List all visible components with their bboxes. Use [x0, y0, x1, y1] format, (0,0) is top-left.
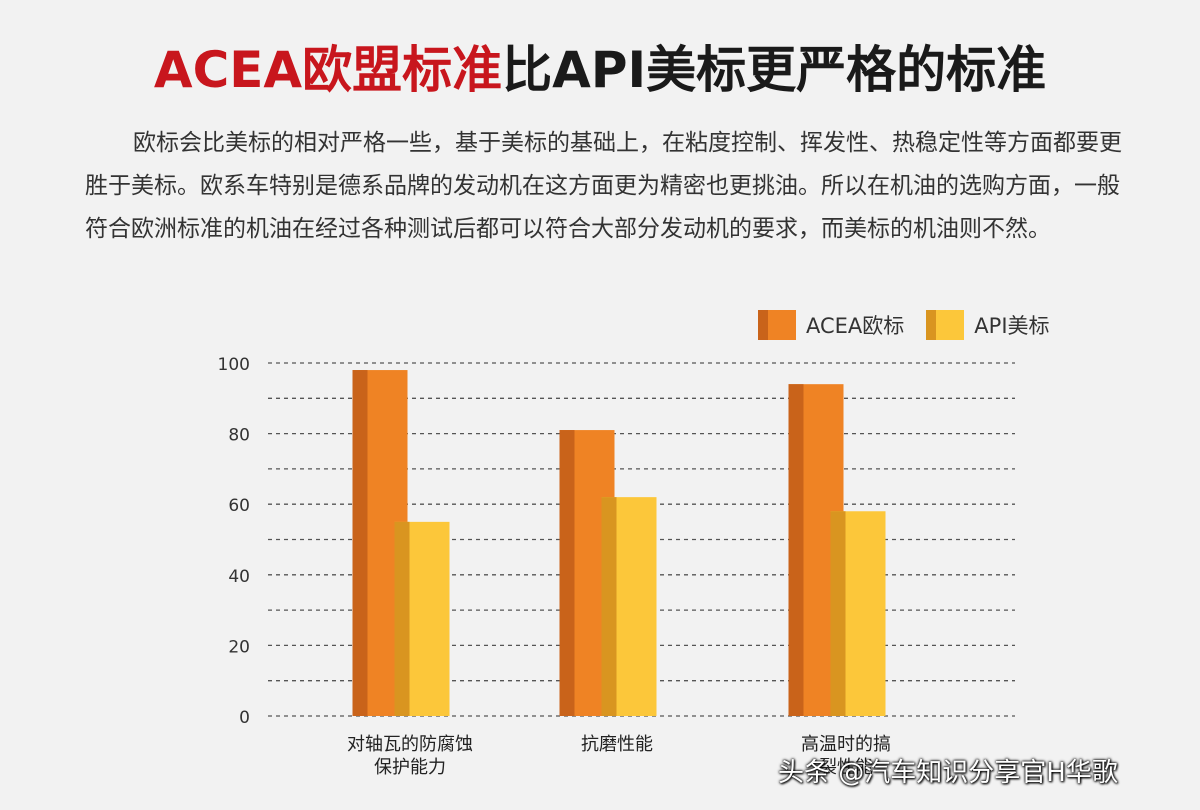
legend-item-api: API美标: [926, 310, 1050, 340]
description-paragraph: 欧标会比美标的相对严格一些，基于美标的基础上，在粘度控制、挥发性、热稳定性等方面…: [85, 130, 1122, 242]
x-category-label: 高温时的搞裂性能: [801, 734, 891, 778]
y-tick-label: 100: [218, 355, 250, 375]
bar-shade-api: [394, 521, 410, 716]
title-dark-part: 比API美标更严格的标准: [502, 41, 1047, 99]
legend-swatch-api: [926, 310, 965, 340]
legend-swatch-acea: [758, 310, 796, 340]
chart-legend: ACEA欧标 API美标: [758, 310, 1072, 340]
x-category-label: 对轴瓦的防腐蚀保护能力: [347, 734, 473, 778]
bar-shade-api: [601, 497, 617, 716]
y-tick-label: 40: [228, 567, 250, 587]
legend-item-acea: ACEA欧标: [758, 310, 904, 340]
x-category-label: 抗磨性能: [581, 734, 653, 755]
page-title: ACEA欧盟标准比API美标更严格的标准: [0, 40, 1200, 100]
legend-label-acea: ACEA欧标: [806, 314, 905, 338]
bar-shade-api: [830, 511, 846, 716]
bar-shade-acea: [788, 384, 804, 716]
bar-shade-acea: [559, 430, 575, 716]
bar-shade-acea: [352, 370, 368, 716]
y-tick-label: 0: [239, 708, 250, 728]
title-red-part: ACEA欧盟标准: [153, 41, 503, 99]
y-tick-label: 20: [228, 637, 250, 657]
y-tick-label: 60: [228, 496, 250, 516]
y-tick-label: 80: [228, 426, 250, 446]
watermark: 头条 @汽车知识分享官H华歌: [778, 758, 1118, 788]
legend-label-api: API美标: [974, 314, 1050, 338]
